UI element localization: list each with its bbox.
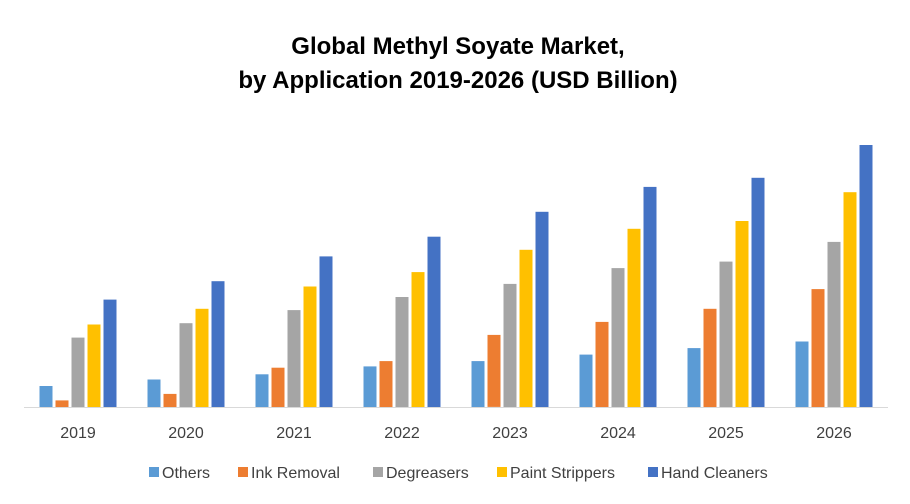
bar-hand-cleaners-2023 (535, 211, 549, 407)
legend-label: Paint Strippers (510, 465, 615, 482)
x-tick-label: 2019 (60, 425, 96, 442)
bar-others-2024 (579, 354, 593, 407)
bar-hand-cleaners-2021 (319, 256, 333, 408)
bar-degreasers-2024 (611, 268, 625, 407)
bar-paint-strippers-2026 (843, 192, 857, 407)
x-tick-label: 2020 (168, 425, 204, 442)
bar-others-2021 (255, 374, 269, 408)
bar-ink-removal-2023 (487, 334, 501, 407)
x-tick-label: 2025 (708, 425, 744, 442)
bar-paint-strippers-2022 (411, 272, 425, 407)
bar-degreasers-2025 (719, 261, 733, 407)
legend-label: Others (162, 465, 210, 482)
bar-ink-removal-2021 (271, 367, 285, 407)
bar-ink-removal-2022 (379, 361, 393, 407)
bar-ink-removal-2019 (55, 400, 69, 407)
bar-others-2025 (687, 348, 701, 408)
legend-item-ink-removal: Ink Removal (238, 465, 340, 482)
legend-swatch (238, 467, 248, 477)
x-tick-label: 2024 (600, 425, 636, 442)
x-tick-label: 2023 (492, 425, 528, 442)
bar-paint-strippers-2024 (627, 228, 641, 407)
bar-others-2019 (39, 386, 53, 407)
bars-group (39, 145, 873, 408)
bar-paint-strippers-2023 (519, 249, 533, 407)
bar-hand-cleaners-2024 (643, 186, 657, 407)
bar-degreasers-2020 (179, 323, 193, 407)
x-tick-labels: 2019 2020 2021 2022 2023 2024 2025 2026 (60, 425, 852, 442)
bar-degreasers-2019 (71, 337, 85, 407)
bar-hand-cleaners-2019 (103, 299, 117, 407)
bar-others-2026 (795, 341, 809, 407)
legend-swatch (373, 467, 383, 477)
chart-subtitle: by Application 2019-2026 (USD Billion) (238, 67, 677, 94)
chart-title: Global Methyl Soyate Market, (291, 33, 624, 60)
bar-hand-cleaners-2026 (859, 145, 873, 407)
bar-degreasers-2022 (395, 297, 409, 407)
bar-others-2022 (363, 366, 377, 407)
legend: Others Ink Removal Degreasers Paint Strippe… (149, 465, 768, 482)
bar-hand-cleaners-2020 (211, 281, 225, 407)
legend-item-degreasers: Degreasers (373, 465, 469, 482)
bar-ink-removal-2026 (811, 289, 825, 407)
bar-degreasers-2026 (827, 241, 841, 407)
bar-others-2023 (471, 361, 485, 407)
x-tick-label: 2021 (276, 425, 312, 442)
bar-ink-removal-2025 (703, 308, 717, 408)
legend-item-hand-cleaners: Hand Cleaners (648, 465, 768, 482)
legend-swatch (648, 467, 658, 477)
bar-paint-strippers-2019 (87, 324, 101, 407)
bar-ink-removal-2024 (595, 321, 609, 408)
bar-hand-cleaners-2025 (751, 177, 765, 408)
legend-label: Degreasers (386, 465, 469, 482)
bar-ink-removal-2020 (163, 393, 177, 407)
bar-paint-strippers-2020 (195, 308, 209, 408)
bar-paint-strippers-2025 (735, 221, 749, 407)
x-tick-label: 2022 (384, 425, 420, 442)
bar-degreasers-2023 (503, 283, 517, 407)
legend-label: Hand Cleaners (661, 465, 768, 482)
legend-item-paint-strippers: Paint Strippers (497, 465, 615, 482)
x-tick-label: 2026 (816, 425, 852, 442)
legend-swatch (497, 467, 507, 477)
bar-paint-strippers-2021 (303, 286, 317, 407)
bar-degreasers-2021 (287, 310, 301, 407)
legend-swatch (149, 467, 159, 477)
legend-item-others: Others (149, 465, 210, 482)
legend-label: Ink Removal (251, 465, 340, 482)
bar-others-2020 (147, 379, 161, 407)
bar-hand-cleaners-2022 (427, 236, 441, 407)
